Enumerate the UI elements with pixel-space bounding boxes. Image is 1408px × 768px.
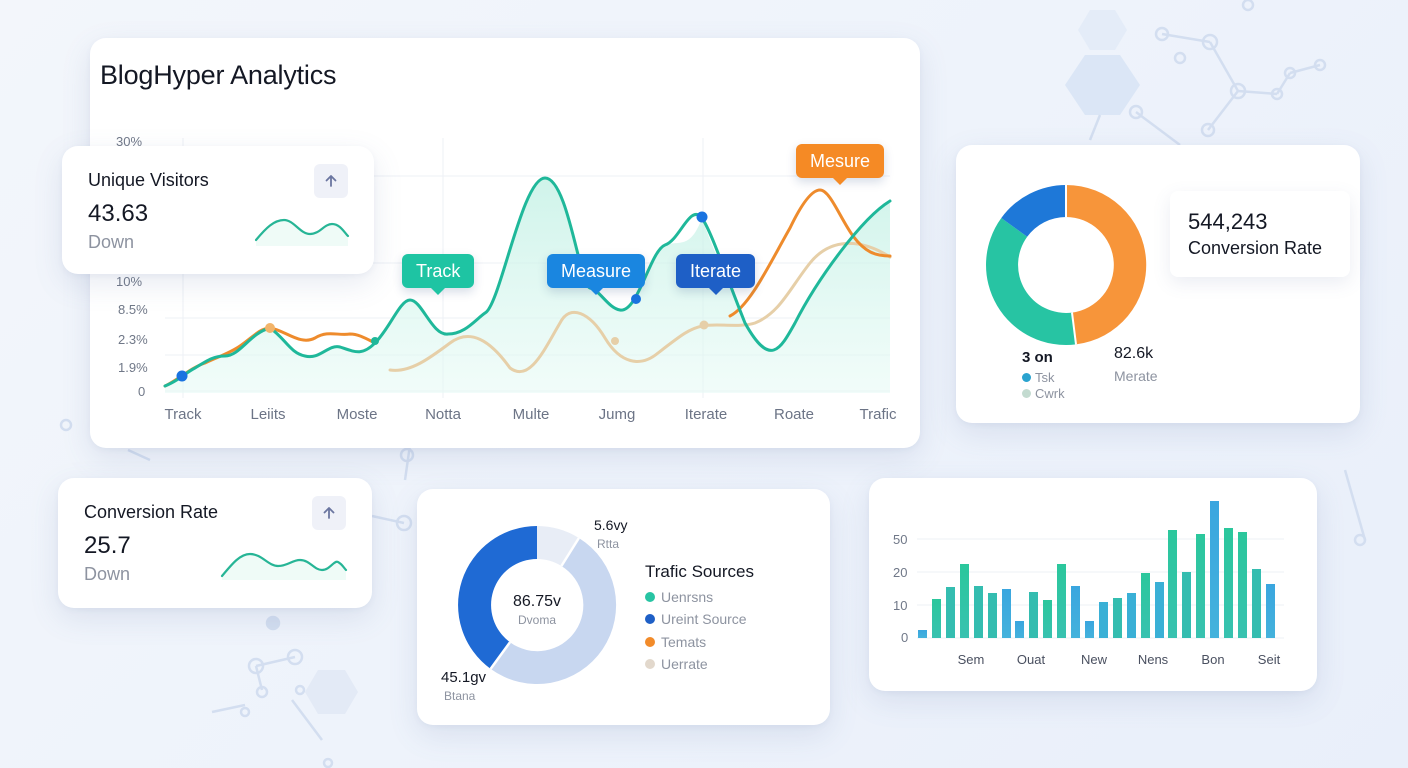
sparkline xyxy=(220,552,348,580)
x-tick: Ouat xyxy=(1016,652,1046,667)
x-tick: Trafic xyxy=(859,406,897,423)
segment-label: Rtta xyxy=(597,537,620,551)
x-tick: Multe xyxy=(512,406,550,423)
kpi-card-unique-visitors: Unique Visitors 43.63 Down xyxy=(62,146,374,274)
legend-label: Cwrk xyxy=(1035,386,1065,401)
sparkline xyxy=(254,218,350,246)
legend-item[interactable]: Ureint Source xyxy=(645,611,747,627)
legend-dot xyxy=(645,659,655,669)
annotation-measure[interactable]: Measure xyxy=(547,254,646,288)
kpi-trend: Down xyxy=(84,564,131,584)
bar-chart-card: 50 20 10 0 Sem Ouat New Nens Bon Seit xyxy=(869,478,1317,691)
x-tick: Iterate xyxy=(684,406,728,423)
page-title: BlogHyper Analytics xyxy=(100,60,337,90)
annotation-iterate[interactable]: Iterate xyxy=(676,254,756,288)
legend-label: Uerrate xyxy=(661,656,708,672)
kpi-card-conversion-rate: Conversion Rate 25.7 Down xyxy=(58,478,372,608)
y-tick: 0 xyxy=(901,630,909,645)
x-tick: Nens xyxy=(1137,652,1169,667)
donut-center-label: Dvoma xyxy=(517,613,557,627)
y-tick: 10 xyxy=(893,598,908,613)
x-tick: Track xyxy=(164,406,202,423)
y-tick: 50 xyxy=(893,532,908,547)
analytics-main-card: BlogHyper Analytics 30% 10% 8.5% 2.3% 1.… xyxy=(90,38,920,448)
x-tick: Bon xyxy=(1201,652,1225,667)
x-tick: New xyxy=(1080,652,1108,667)
traffic-sources-card: 86.75v Dvoma 5.6vy Rtta 45.1gv Btana Tra… xyxy=(417,489,830,725)
x-tick: Jumg xyxy=(598,406,636,423)
stat-label: Conversion Rate xyxy=(1188,238,1323,258)
x-tick: Seit xyxy=(1257,652,1281,667)
legend-item[interactable]: Uerrate xyxy=(645,656,708,672)
donut-center-value: 86.75v xyxy=(512,593,562,610)
arrow-up-button[interactable] xyxy=(312,496,346,530)
kpi-value: 43.63 xyxy=(88,200,149,227)
segment-value: 5.6vy xyxy=(594,517,628,533)
x-tick: Notta xyxy=(425,406,461,423)
arrow-up-button[interactable] xyxy=(314,164,348,198)
kpi-label: Conversion Rate xyxy=(84,502,219,522)
kpi-value: 25.7 xyxy=(84,532,131,559)
legend-item[interactable]: Uenrsns xyxy=(645,589,713,605)
legend-item: Cwrk xyxy=(1022,386,1065,401)
traffic-sources-title: Trafic Sources xyxy=(645,562,754,581)
x-tick: Roate xyxy=(773,406,815,423)
annotation-track[interactable]: Track xyxy=(402,254,475,288)
stat-value: 544,243 xyxy=(1188,209,1268,234)
legend-label: Merate xyxy=(1114,368,1158,384)
y-tick: 2.3% xyxy=(118,332,148,347)
legend-label: Tsk xyxy=(1035,370,1055,385)
kpi-label: Unique Visitors xyxy=(88,170,209,190)
x-tick: Moste xyxy=(336,406,378,423)
y-tick: 1.9% xyxy=(118,360,148,375)
kpi-trend: Down xyxy=(88,232,135,252)
y-tick: 30% xyxy=(116,134,143,149)
legend-item: Tsk xyxy=(1022,370,1055,385)
legend-item[interactable]: Temats xyxy=(645,634,706,650)
conversion-donut-card: 544,243 Conversion Rate 3 on Tsk Cwrk 82… xyxy=(956,145,1360,423)
legend-dot xyxy=(645,637,655,647)
main-line-chart xyxy=(163,138,892,398)
segment-value: 45.1gv xyxy=(441,669,487,686)
legend-label: Ureint Source xyxy=(661,611,747,627)
arrow-up-icon xyxy=(325,175,337,187)
y-tick: 0 xyxy=(138,384,146,399)
legend-dot xyxy=(645,592,655,602)
x-tick: Leiits xyxy=(250,406,286,423)
legend-dot xyxy=(645,614,655,624)
legend-dot xyxy=(1022,389,1031,398)
y-tick: 8.5% xyxy=(118,302,148,317)
conversion-stat-box: 544,243 Conversion Rate xyxy=(1170,191,1350,277)
y-tick: 20 xyxy=(893,565,908,580)
traffic-donut-chart xyxy=(458,526,617,685)
legend-label: Uenrsns xyxy=(661,589,714,605)
legend-value: 3 on xyxy=(1022,349,1053,366)
conversion-donut-chart xyxy=(986,184,1147,346)
y-tick: 10% xyxy=(116,274,143,289)
legend-value: 82.6k xyxy=(1114,345,1154,362)
annotation-mesure[interactable]: Mesure xyxy=(796,144,885,178)
legend-dot xyxy=(1022,373,1031,382)
segment-label: Btana xyxy=(444,689,476,703)
legend-label: Temats xyxy=(661,634,707,650)
bar-chart xyxy=(917,501,1284,639)
arrow-up-icon xyxy=(323,507,335,519)
x-tick: Sem xyxy=(957,652,985,667)
